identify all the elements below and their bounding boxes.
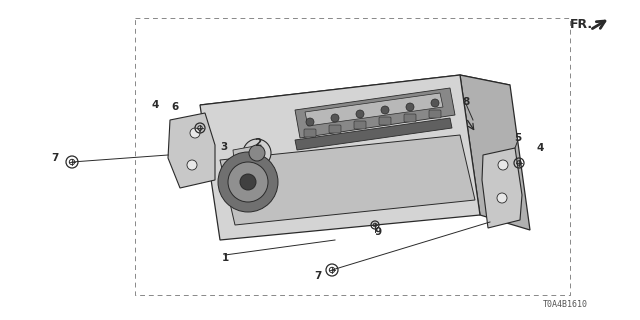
Text: FR.: FR. [570, 18, 593, 31]
Text: 7: 7 [51, 153, 59, 163]
Circle shape [187, 160, 197, 170]
FancyBboxPatch shape [379, 117, 391, 125]
Text: T0A4B1610: T0A4B1610 [543, 300, 588, 309]
Text: 9: 9 [374, 227, 381, 237]
FancyBboxPatch shape [304, 129, 316, 137]
Circle shape [406, 103, 414, 111]
Circle shape [356, 110, 364, 118]
Circle shape [331, 114, 339, 122]
Circle shape [190, 128, 200, 138]
Polygon shape [200, 75, 480, 240]
Text: 1: 1 [221, 253, 228, 263]
Text: 3: 3 [220, 142, 228, 152]
Circle shape [381, 106, 389, 114]
Circle shape [431, 99, 439, 107]
Polygon shape [168, 113, 215, 188]
Polygon shape [482, 148, 522, 228]
Circle shape [498, 160, 508, 170]
Circle shape [306, 118, 314, 126]
Polygon shape [200, 75, 510, 115]
Polygon shape [295, 88, 455, 138]
Text: 2: 2 [254, 138, 262, 148]
Text: 4: 4 [536, 143, 544, 153]
Circle shape [240, 174, 256, 190]
Polygon shape [460, 75, 530, 230]
Polygon shape [220, 135, 475, 225]
Circle shape [249, 145, 265, 161]
Polygon shape [295, 118, 452, 150]
FancyBboxPatch shape [404, 114, 416, 122]
Circle shape [497, 193, 507, 203]
Text: 8: 8 [462, 97, 470, 107]
Text: 4: 4 [151, 100, 159, 110]
Text: 7: 7 [314, 271, 322, 281]
Circle shape [243, 139, 271, 167]
FancyBboxPatch shape [429, 110, 441, 118]
Polygon shape [233, 146, 257, 170]
Text: 5: 5 [515, 133, 522, 143]
FancyBboxPatch shape [354, 121, 366, 129]
FancyBboxPatch shape [329, 125, 341, 133]
Circle shape [218, 152, 278, 212]
Text: 6: 6 [172, 102, 179, 112]
Circle shape [228, 162, 268, 202]
Polygon shape [305, 93, 443, 126]
